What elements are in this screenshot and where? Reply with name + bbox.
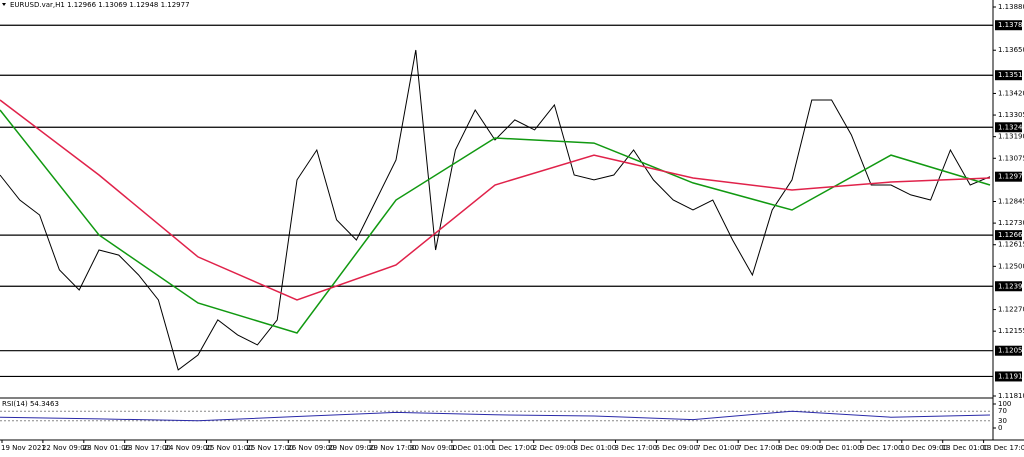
x-tick-label: 22 Nov 09:00 — [42, 444, 89, 452]
level-label: 1.13517 — [998, 71, 1024, 79]
x-tick-label: 6 Dec 09:00 — [655, 444, 698, 452]
rsi-line — [0, 410, 991, 422]
level-label-box — [995, 230, 1022, 241]
x-tick-label: 24 Nov 09:00 — [165, 444, 212, 452]
price-line — [0, 99, 991, 301]
y-tick-label: 1.11810 — [998, 392, 1024, 400]
x-tick-label: 1 Dec 17:00 — [492, 444, 535, 452]
chart-title: EURUSD.var,H1 1.12966 1.13069 1.12948 1.… — [10, 1, 190, 9]
x-tick-label: 25 Nov 01:00 — [206, 444, 253, 452]
y-tick-label: 1.13650 — [998, 46, 1024, 54]
price-line — [0, 109, 991, 334]
level-label-box — [995, 281, 1022, 292]
y-tick-label: 1.12155 — [998, 327, 1024, 335]
rsi-tick-label: 70 — [998, 407, 1007, 415]
y-tick-label: 1.12615 — [998, 241, 1024, 249]
level-label: 1.11914 — [998, 372, 1024, 380]
last-price-label: 1.12977 — [998, 173, 1024, 181]
x-tick-label: 3 Dec 17:00 — [615, 444, 658, 452]
y-tick-label: 1.12845 — [998, 198, 1024, 206]
y-tick-label: 1.13075 — [998, 154, 1024, 162]
x-tick-label: 7 Dec 17:00 — [737, 444, 780, 452]
rsi-label: RSI(14) 54.3463 — [2, 400, 59, 408]
x-tick-label: 23 Nov 01:00 — [83, 444, 130, 452]
rsi-tick-label: 0 — [998, 424, 1002, 432]
x-tick-label: 19 Nov 2021 — [1, 444, 46, 452]
x-tick-label: 7 Dec 01:00 — [696, 444, 739, 452]
level-label: 1.12394 — [998, 282, 1024, 290]
x-tick-label: 30 Nov 09:00 — [410, 444, 457, 452]
y-tick-label: 1.13305 — [998, 111, 1024, 119]
y-tick-label: 1.12270 — [998, 306, 1024, 314]
x-tick-label: 9 Dec 17:00 — [860, 444, 903, 452]
last-price-box — [995, 171, 1022, 182]
x-tick-label: 25 Nov 17:00 — [246, 444, 293, 452]
x-tick-label: 1 Dec 01:00 — [451, 444, 494, 452]
y-tick-label: 1.13880 — [998, 3, 1024, 11]
level-label: 1.13783 — [998, 21, 1024, 29]
x-tick-label: 29 Nov 09:00 — [328, 444, 375, 452]
x-tick-label: 9 Dec 01:00 — [819, 444, 862, 452]
y-tick-label: 1.12730 — [998, 219, 1024, 227]
level-label: 1.12666 — [998, 231, 1024, 239]
x-tick-label: 10 Dec 09:00 — [901, 444, 948, 452]
level-label-box — [995, 345, 1022, 356]
level-label-box — [995, 70, 1022, 81]
x-tick-label: 29 Nov 17:00 — [369, 444, 416, 452]
x-tick-label: 3 Dec 01:00 — [574, 444, 617, 452]
level-label-box — [995, 122, 1022, 133]
x-tick-label: 2 Dec 09:00 — [533, 444, 576, 452]
x-tick-label: 8 Dec 09:00 — [778, 444, 821, 452]
y-tick-label: 1.13190 — [998, 133, 1024, 141]
price-line — [0, 49, 991, 371]
x-tick-label: 26 Nov 09:00 — [287, 444, 334, 452]
level-label: 1.13240 — [998, 123, 1024, 131]
rsi-tick-label: 100 — [998, 400, 1011, 408]
rsi-tick-label: 30 — [998, 417, 1007, 425]
menu-icon — [2, 3, 6, 6]
y-tick-label: 1.12500 — [998, 262, 1024, 270]
x-tick-label: 23 Nov 17:00 — [124, 444, 171, 452]
level-label-box — [995, 20, 1022, 31]
y-tick-label: 1.13420 — [998, 89, 1024, 97]
x-tick-label: 13 Dec 01:00 — [942, 444, 989, 452]
x-tick-label: 13 Dec 17:00 — [983, 444, 1024, 452]
level-label-box — [995, 371, 1022, 382]
